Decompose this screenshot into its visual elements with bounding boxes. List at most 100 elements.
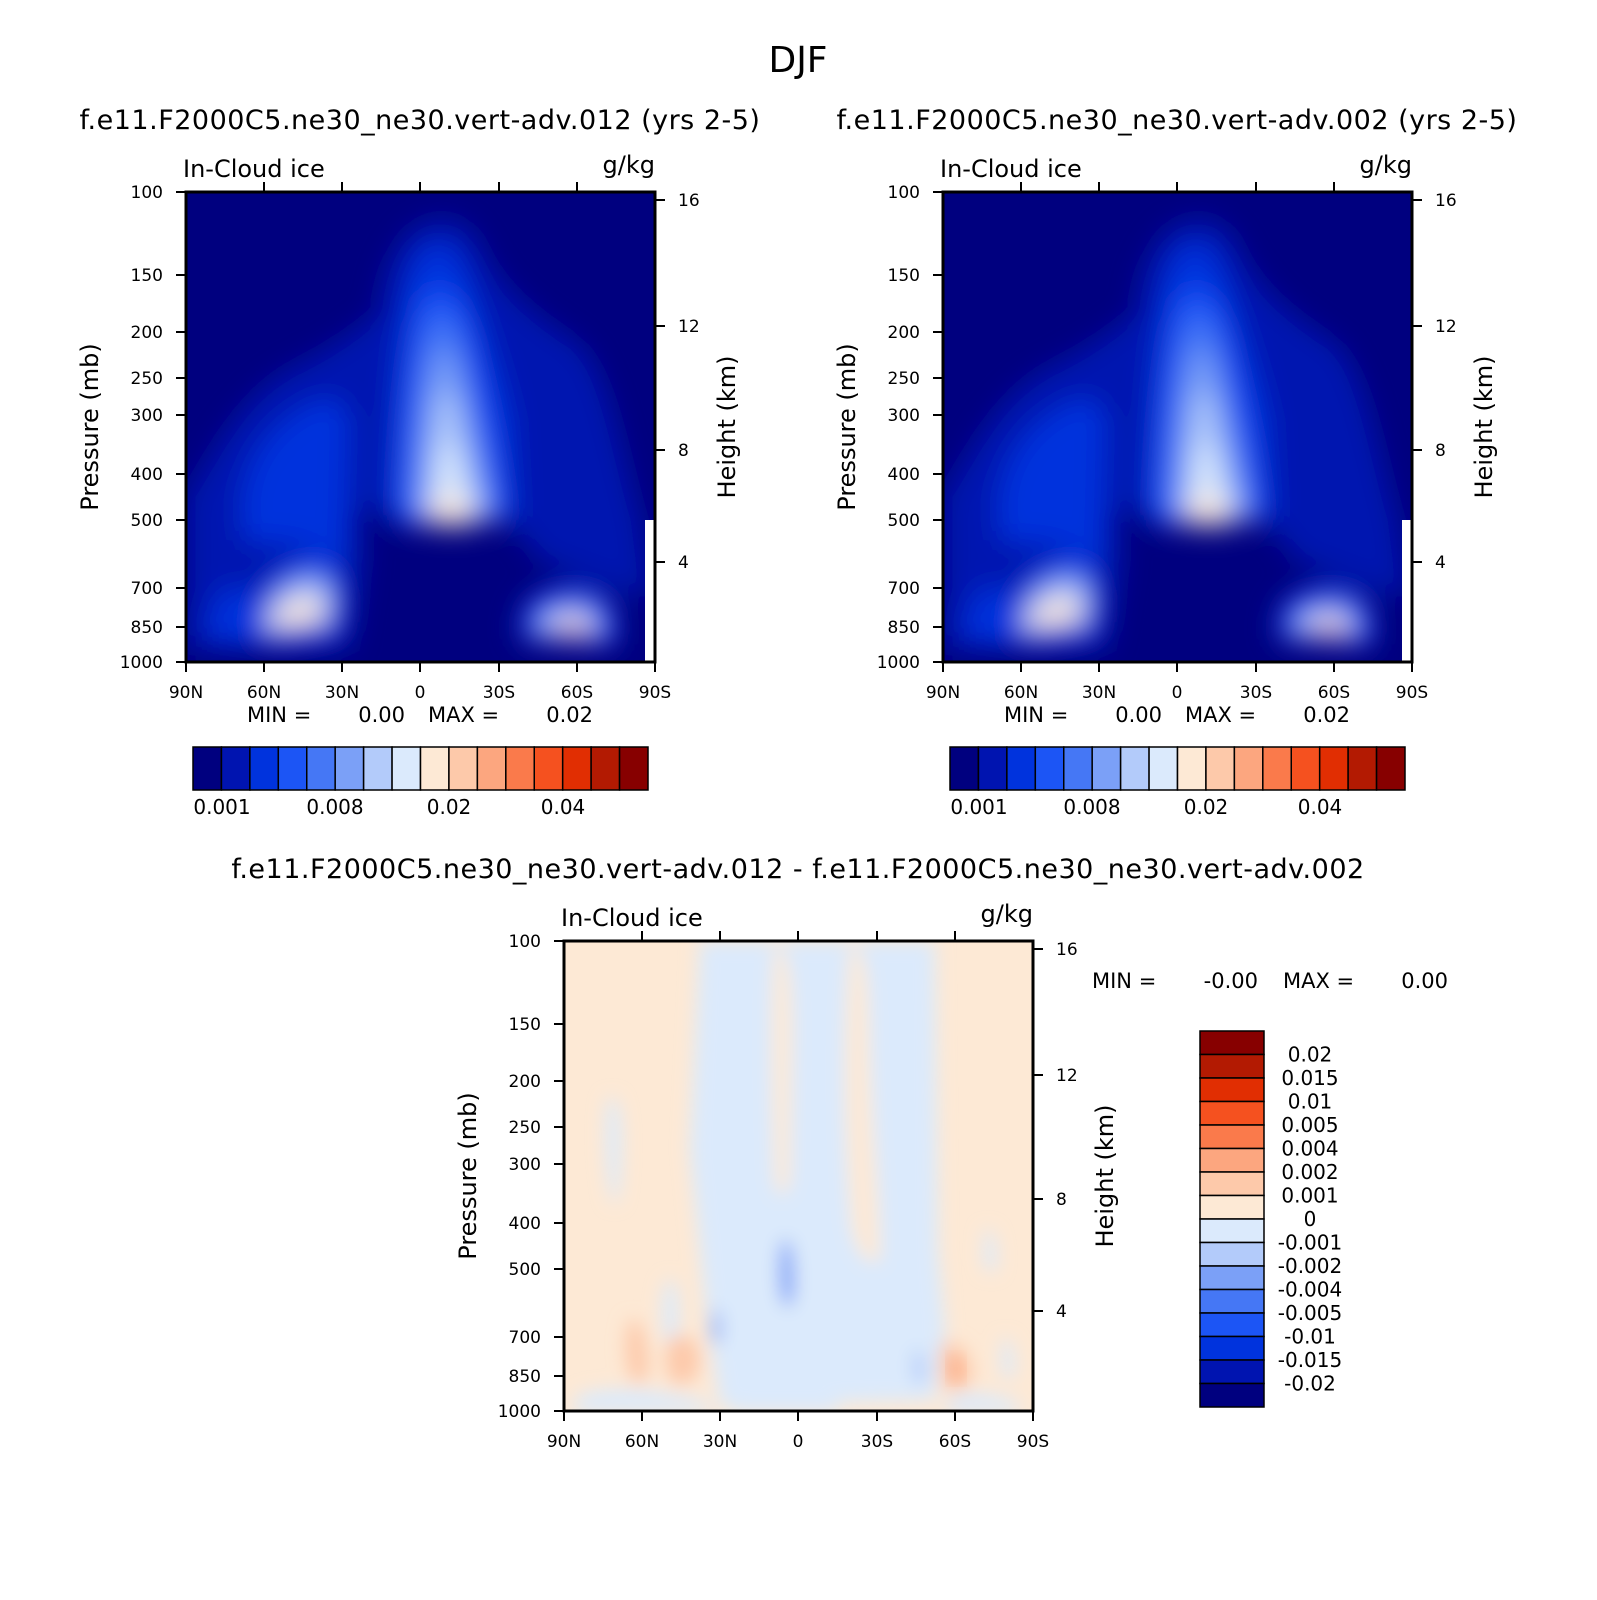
colorbar-label: 0	[1304, 1207, 1317, 1231]
y-tick-label: 200	[131, 323, 163, 343]
y-tick-label: 850	[131, 618, 163, 638]
colorbar-label: 0.04	[541, 795, 586, 819]
y-right-axis-label: Height (km)	[713, 356, 741, 499]
y-right-tick-label: 12	[1435, 317, 1457, 337]
colorbar-swatch	[1199, 1077, 1265, 1103]
max-label: MAX =	[1283, 969, 1354, 993]
colorbar-swatch	[1199, 1382, 1265, 1408]
colorbar-label: -0.001	[1278, 1231, 1342, 1255]
colorbar-swatch	[1262, 746, 1292, 791]
colorbar-label: 0.02	[1288, 1043, 1333, 1067]
colorbar-swatch	[1199, 1359, 1265, 1385]
colorbar-swatch	[476, 746, 507, 791]
colorbar-swatch	[220, 746, 251, 791]
y-right-tick-label: 4	[1435, 553, 1446, 573]
y-axis-label: Pressure (mb)	[833, 343, 861, 510]
x-tick-label: 60S	[939, 1432, 971, 1452]
colorbar-label: 0.001	[1281, 1184, 1338, 1208]
colorbar-swatch	[1233, 746, 1264, 791]
y-tick-label: 500	[888, 511, 920, 531]
x-tick-label: 30S	[861, 1432, 893, 1452]
min-label: MIN =	[247, 703, 311, 727]
colorbar-swatch	[1199, 1171, 1265, 1197]
y-tick-label: 1000	[498, 1402, 541, 1422]
colorbar-swatch	[533, 746, 564, 791]
colorbar-swatch	[590, 746, 621, 791]
x-tick-label: 60N	[625, 1432, 659, 1452]
x-axis: 90N 60N 30N 0 30S 60S 90S	[169, 182, 671, 703]
colorbar-boxes	[949, 746, 1406, 791]
colorbar-label: 0.008	[1063, 795, 1120, 819]
panel-1: f.e11.F2000C5.ne30_ne30.vert-adv.012 (yr…	[76, 105, 760, 819]
y-tick-label: 250	[131, 369, 163, 389]
colorbar-label: 0.001	[193, 795, 250, 819]
max-value: 0.02	[546, 703, 593, 727]
x-tick-label: 30S	[1240, 683, 1272, 703]
colorbar-label: -0.004	[1278, 1278, 1342, 1302]
y-right-tick-label: 4	[1056, 1302, 1067, 1322]
y-tick-label: 400	[131, 465, 163, 485]
min-label: MIN =	[1004, 703, 1068, 727]
colorbar-swatch	[1063, 746, 1093, 791]
colorbar-swatch	[949, 746, 980, 791]
contour-field	[564, 941, 1033, 1411]
max-value: 0.00	[1401, 969, 1448, 993]
y-tick-label: 150	[131, 266, 163, 286]
y-axis-right: 16 12 8 4 Height (km)	[1412, 191, 1498, 573]
x-tick-label: 30S	[483, 683, 515, 703]
y-right-tick-label: 8	[1056, 1190, 1067, 1210]
colorbar-label: 0.01	[1288, 1090, 1333, 1114]
min-value: 0.00	[358, 703, 405, 727]
colorbar-swatch	[277, 746, 308, 791]
max-value: 0.02	[1303, 703, 1350, 727]
units-label: g/kg	[603, 151, 655, 179]
y-tick-label: 700	[888, 579, 920, 599]
colorbar-swatch	[249, 746, 280, 791]
x-tick-label: 30N	[1082, 683, 1116, 703]
y-tick-label: 500	[131, 511, 163, 531]
y-tick-label: 200	[888, 323, 920, 343]
colorbar-swatch	[1199, 1312, 1265, 1338]
contour-field	[943, 192, 1412, 662]
variable-label: In-Cloud ice	[940, 155, 1082, 183]
colorbar-swatch	[1091, 746, 1122, 791]
colorbar-label: 0.001	[950, 795, 1007, 819]
x-axis: 90N 60N 30N 0 30S 60S 90S	[547, 931, 1049, 1452]
colorbar-swatch	[505, 746, 535, 791]
y-right-tick-label: 12	[1056, 1066, 1078, 1086]
y-tick-label: 150	[888, 266, 920, 286]
colorbar-swatch	[306, 746, 336, 791]
x-tick-label: 90S	[1017, 1432, 1049, 1452]
colorbar: 0.020.0150.010.0050.0040.0020.0010-0.001…	[1199, 1030, 1342, 1408]
colorbar-swatch	[391, 746, 422, 791]
x-tick-label: 90S	[1396, 683, 1428, 703]
y-tick-label: 150	[509, 1015, 541, 1035]
colorbar-label: 0.005	[1281, 1113, 1338, 1137]
colorbar-swatch	[1199, 1030, 1265, 1056]
y-right-tick-label: 8	[678, 441, 689, 461]
colorbar-swatch	[1199, 1218, 1265, 1244]
y-right-tick-label: 12	[678, 317, 700, 337]
y-tick-label: 200	[509, 1072, 541, 1092]
x-tick-label: 30N	[703, 1432, 737, 1452]
min-value: -0.00	[1204, 969, 1258, 993]
min-label: MIN =	[1092, 969, 1156, 993]
y-tick-label: 300	[888, 406, 920, 426]
y-tick-label: 300	[509, 1155, 541, 1175]
colorbar-swatch	[1199, 1241, 1265, 1267]
variable-label: In-Cloud ice	[183, 155, 325, 183]
colorbar-swatch	[977, 746, 1008, 791]
colorbar-swatch	[1119, 746, 1150, 791]
units-label: g/kg	[1360, 151, 1412, 179]
panel-title: f.e11.F2000C5.ne30_ne30.vert-adv.002 (yr…	[837, 105, 1518, 136]
max-label: MAX =	[1185, 703, 1256, 727]
colorbar-boxes	[192, 746, 649, 791]
y-right-axis-label: Height (km)	[1470, 356, 1498, 499]
min-value: 0.00	[1115, 703, 1162, 727]
colorbar-swatch	[1347, 746, 1378, 791]
colorbar-label: 0.04	[1298, 795, 1343, 819]
y-axis-label: Pressure (mb)	[454, 1092, 482, 1259]
colorbar: 0.001 0.008 0.02 0.04	[949, 746, 1406, 819]
colorbar-swatch	[448, 746, 479, 791]
x-tick-label: 0	[415, 683, 426, 703]
